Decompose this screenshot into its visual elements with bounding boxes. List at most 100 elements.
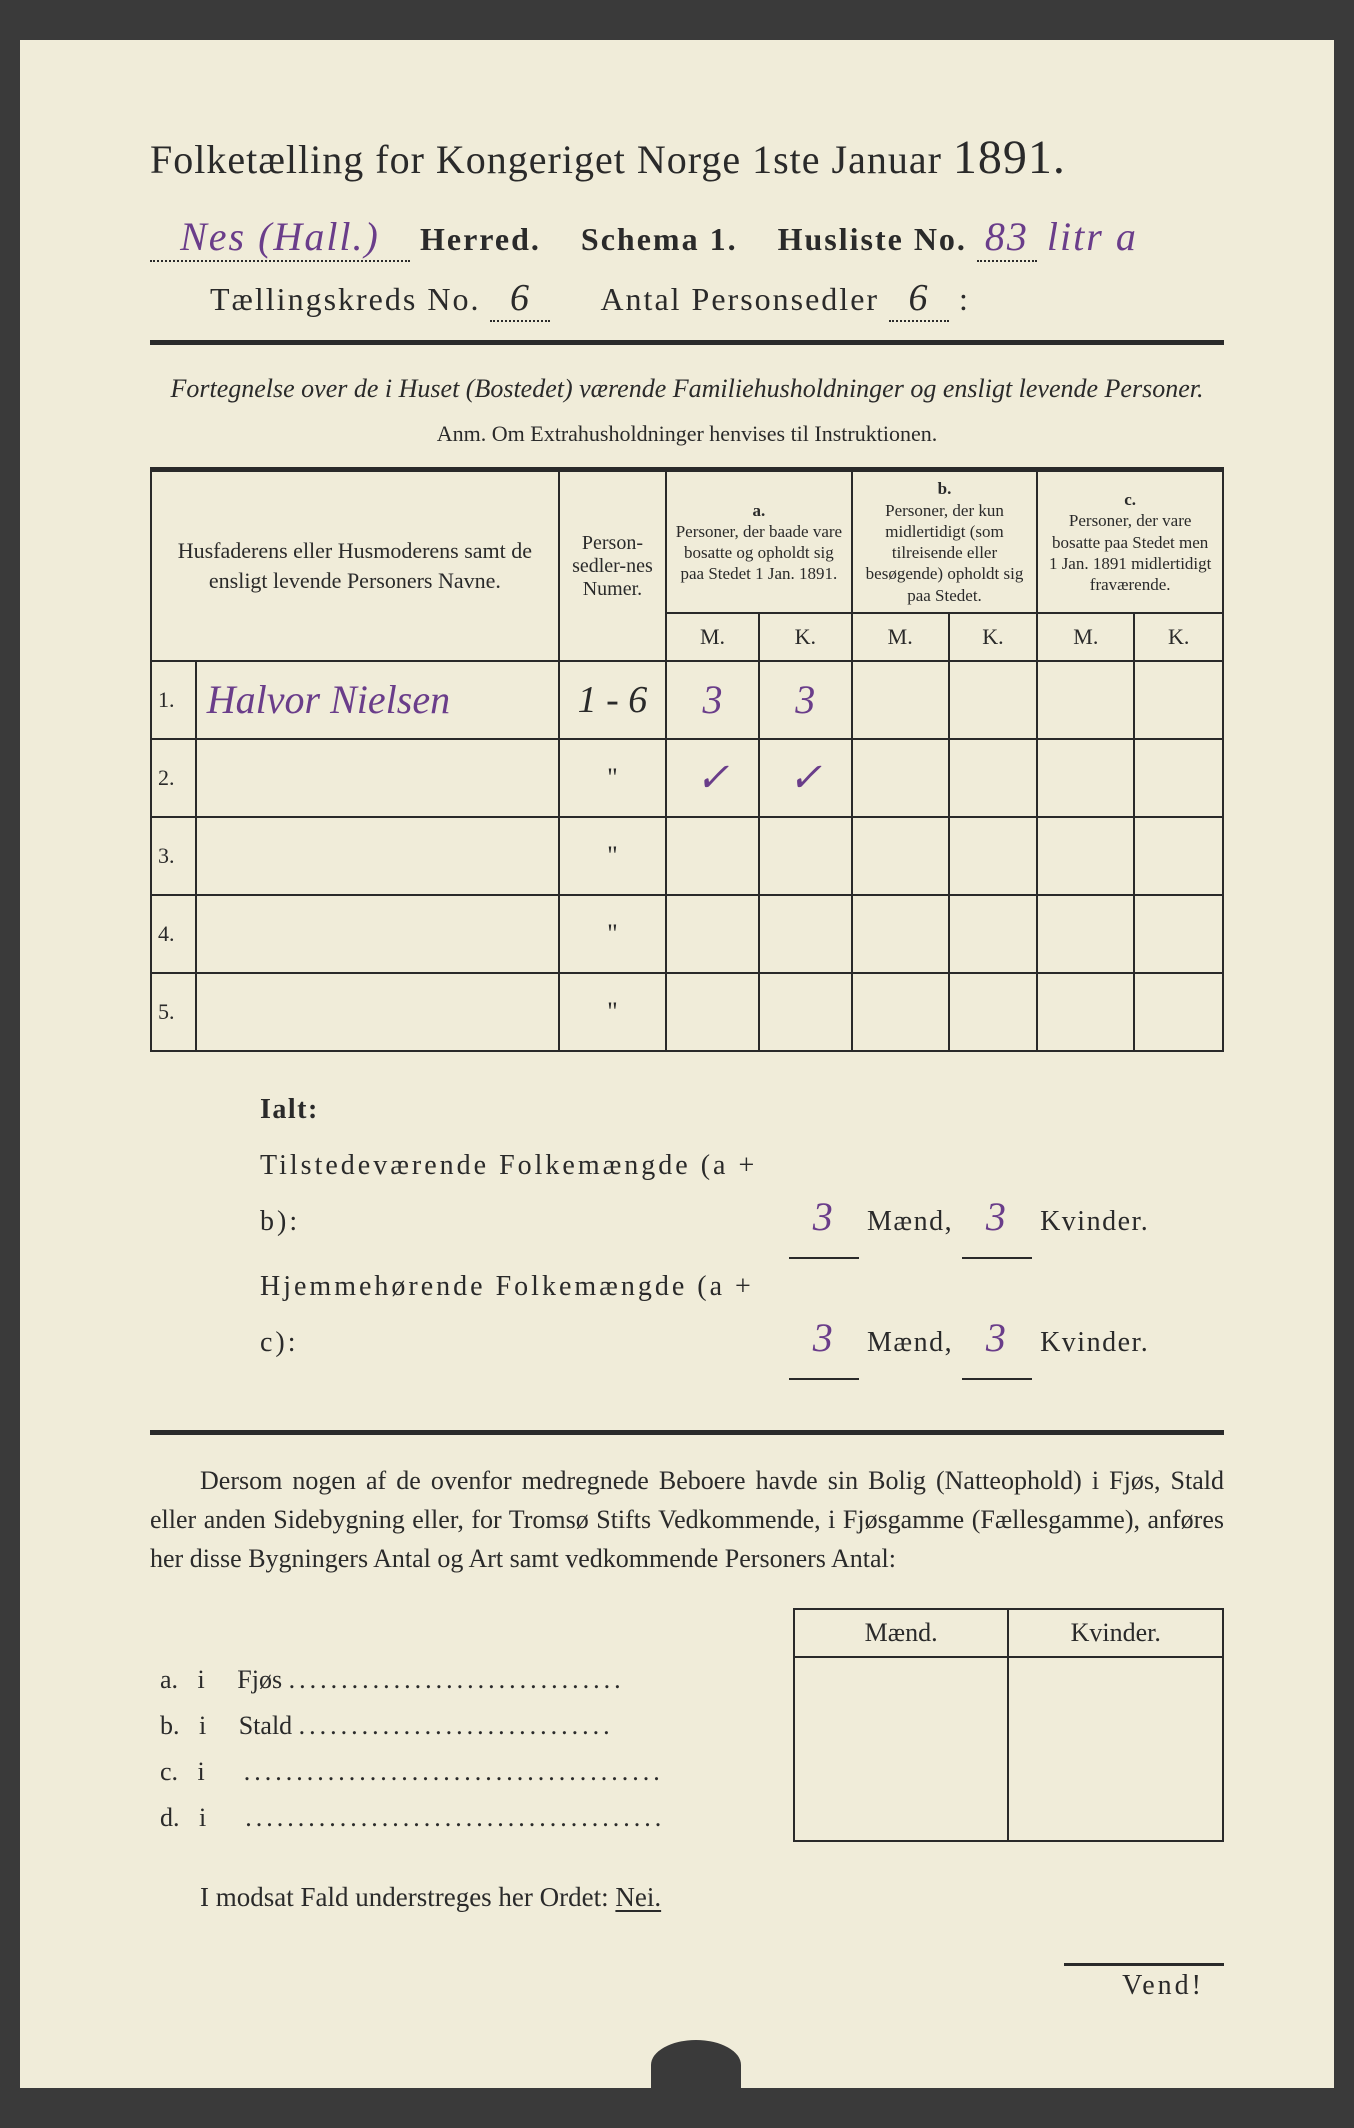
col-b: b. Personer, der kun midlertidigt (som t… — [852, 470, 1038, 613]
header-row-2: Tællingskreds No. 6 Antal Personsedler 6… — [150, 276, 1224, 322]
ialt2-label: Hjemmehørende Folkemængde (a + c): — [260, 1259, 780, 1371]
ialt-block: Ialt: Tilstedeværende Folkemængde (a + b… — [150, 1082, 1224, 1380]
rule-2 — [150, 1430, 1224, 1435]
title-text: Folketælling for Kongeriget Norge 1ste J… — [150, 137, 942, 182]
a-m-cell — [666, 817, 759, 895]
subtitle: Fortegnelse over de i Huset (Bostedet) v… — [150, 371, 1224, 407]
bottom-k — [1008, 1657, 1223, 1703]
bottom-label: a. i Fjøs ..............................… — [150, 1657, 794, 1703]
herred-field: Nes (Hall.) — [150, 213, 410, 262]
kvinder-label-2: Kvinder. — [1040, 1327, 1149, 1358]
maend-label: Mænd, — [867, 1206, 953, 1237]
a-k-cell — [759, 973, 852, 1051]
numer-cell: " — [559, 739, 666, 817]
b-k-cell — [949, 895, 1038, 973]
a-k-cell — [759, 817, 852, 895]
ialt-heading: Ialt: — [260, 1082, 1224, 1138]
col-c: c. Personer, der vare bosatte paa Stedet… — [1037, 470, 1223, 613]
bottom-k — [1008, 1749, 1223, 1795]
row-number: 1. — [151, 661, 196, 739]
bottom-k-head: Kvinder. — [1008, 1609, 1223, 1657]
c-m-cell — [1037, 895, 1134, 973]
husliste-value: 83 — [985, 213, 1029, 260]
c-m-cell — [1037, 973, 1134, 1051]
table-row: 4." — [151, 895, 1223, 973]
c-m-cell — [1037, 661, 1134, 739]
numer-cell: " — [559, 817, 666, 895]
a-k-cell: 3 — [759, 661, 852, 739]
main-table: Husfaderens eller Husmoderens samt de en… — [150, 467, 1224, 1052]
a-m-head: M. — [666, 613, 759, 661]
ialt2-k-field: 3 — [962, 1298, 1032, 1380]
ialt1-label: Tilstedeværende Folkemængde (a + b): — [260, 1138, 780, 1250]
name-hw: Halvor Nielsen — [207, 676, 450, 723]
col-c-head: c. — [1046, 489, 1214, 510]
col-a-head: a. — [675, 500, 843, 521]
nei-pre: I modsat Fald understreges her Ordet: — [200, 1882, 609, 1912]
bottom-label: b. i Stald .............................… — [150, 1703, 794, 1749]
numer-cell: " — [559, 973, 666, 1051]
a-m-cell — [666, 895, 759, 973]
bottom-k — [1008, 1703, 1223, 1749]
ialt2-m: 3 — [813, 1298, 835, 1378]
c-m-cell — [1037, 817, 1134, 895]
herred-label: Herred. — [420, 221, 541, 258]
a-k-head: K. — [759, 613, 852, 661]
husliste-label: Husliste No. — [778, 221, 967, 258]
schema-label: Schema 1. — [581, 221, 738, 258]
ialt1-k-field: 3 — [962, 1177, 1032, 1259]
col-b-head: b. — [861, 478, 1029, 499]
col-c-text: Personer, der vare bosatte paa Stedet me… — [1046, 510, 1214, 595]
c-k-cell — [1134, 895, 1223, 973]
ialt1-m: 3 — [813, 1177, 835, 1257]
a-k-cell — [759, 895, 852, 973]
name-cell — [196, 739, 559, 817]
ialt-line-1: Tilstedeværende Folkemængde (a + b): 3 M… — [260, 1138, 1224, 1259]
herred-value: Nes (Hall.) — [180, 213, 380, 260]
kreds-label: Tællingskreds No. — [210, 281, 480, 318]
antal-value: 6 — [909, 276, 930, 320]
bolig-paragraph: Dersom nogen af de ovenfor medregnede Be… — [150, 1461, 1224, 1578]
bottom-label: c. i ...................................… — [150, 1749, 794, 1795]
a-m-cell: 3 — [666, 661, 759, 739]
ialt1-k: 3 — [986, 1177, 1008, 1257]
name-cell — [196, 817, 559, 895]
bottom-m-head: Mænd. — [794, 1609, 1009, 1657]
bottom-row: b. i Stald .............................… — [150, 1703, 1223, 1749]
table-row: 2."✓✓ — [151, 739, 1223, 817]
name-cell — [196, 895, 559, 973]
a-k-cell: ✓ — [759, 739, 852, 817]
bottom-m — [794, 1795, 1009, 1841]
c-k-cell — [1134, 817, 1223, 895]
c-k-cell — [1134, 661, 1223, 739]
husliste-field: 83 — [977, 213, 1037, 262]
bottom-row: d. i ...................................… — [150, 1795, 1223, 1841]
b-k-head: K. — [949, 613, 1038, 661]
bottom-row: a. i Fjøs ..............................… — [150, 1657, 1223, 1703]
vend-label: Vend! — [1064, 1963, 1224, 2002]
b-k-cell — [949, 739, 1038, 817]
c-m-head: M. — [1037, 613, 1134, 661]
table-row: 5. " — [151, 973, 1223, 1051]
antal-suffix: : — [959, 281, 970, 318]
ialt2-m-field: 3 — [789, 1298, 859, 1380]
col-numer: Person-sedler-nes Numer. — [559, 470, 666, 661]
table-row: 1.Halvor Nielsen1 - 633 — [151, 661, 1223, 739]
numer-cell: 1 - 6 — [559, 661, 666, 739]
col-b-text: Personer, der kun midlertidigt (som tilr… — [861, 500, 1029, 606]
ialt1-m-field: 3 — [789, 1177, 859, 1259]
ialt2-k: 3 — [986, 1298, 1008, 1378]
c-k-cell — [1134, 739, 1223, 817]
name-cell: Halvor Nielsen — [196, 661, 559, 739]
row-number: 5. — [151, 973, 196, 1051]
a-m-cell: ✓ — [666, 739, 759, 817]
nei-line: I modsat Fald understreges her Ordet: Ne… — [150, 1882, 1224, 1913]
b-m-cell — [852, 895, 949, 973]
antal-field: 6 — [889, 276, 949, 322]
page-title: Folketælling for Kongeriget Norge 1ste J… — [150, 130, 1224, 185]
col-a: a. Personer, der baade vare bosatte og o… — [666, 470, 852, 613]
maend-label-2: Mænd, — [867, 1327, 953, 1358]
c-m-cell — [1037, 739, 1134, 817]
c-k-cell — [1134, 973, 1223, 1051]
numer-cell: " — [559, 895, 666, 973]
